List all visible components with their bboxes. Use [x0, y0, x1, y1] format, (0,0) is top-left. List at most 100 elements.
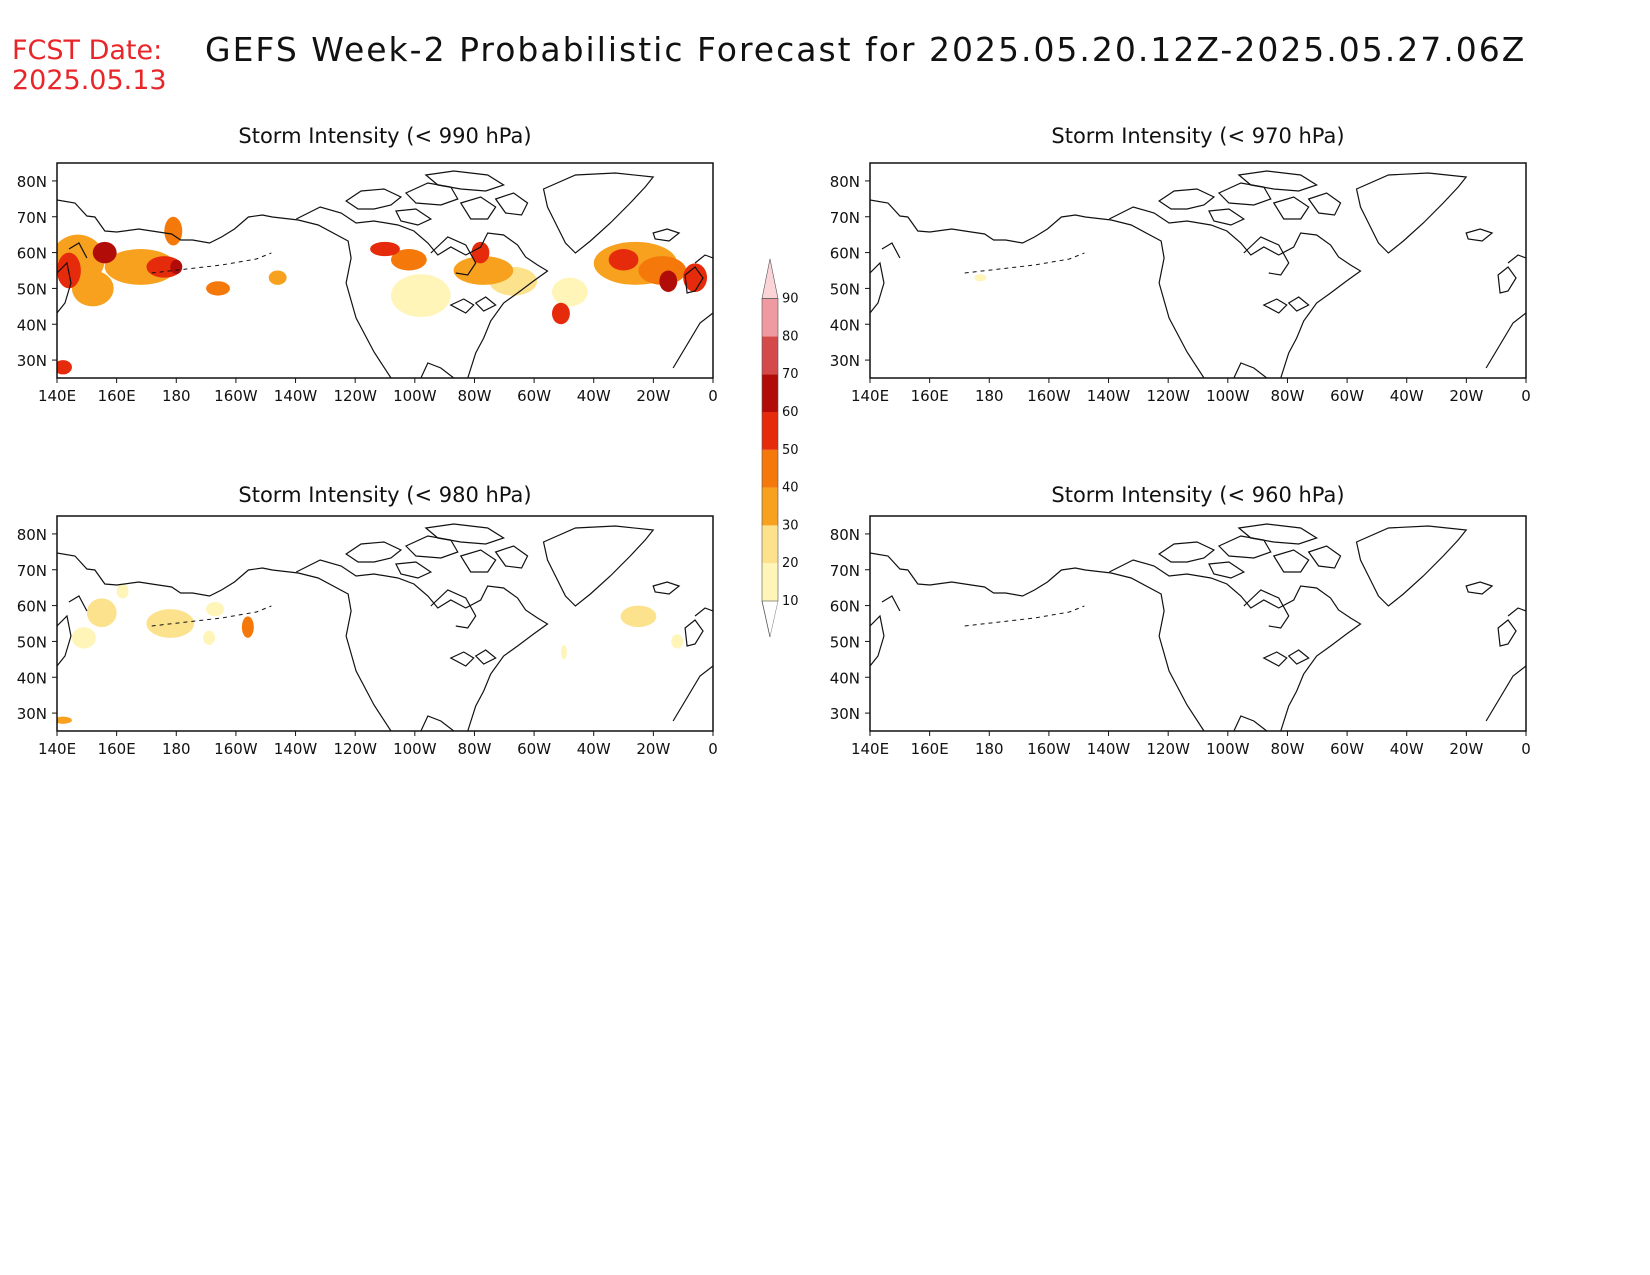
probability-area: [453, 256, 514, 285]
probability-area: [116, 584, 129, 599]
lat-tick-label: 80N: [830, 526, 860, 544]
lon-tick-label: 160W: [214, 740, 258, 758]
probability-area: [390, 249, 427, 271]
lon-tick-label: 180: [162, 740, 191, 758]
lat-tick-label: 70N: [830, 562, 860, 580]
probability-area: [390, 274, 451, 318]
lon-tick-label: 140W: [274, 740, 318, 758]
probability-area: [620, 605, 657, 628]
lon-tick-label: 160W: [1027, 387, 1071, 405]
colorbar-segment: [762, 449, 778, 488]
lon-tick-label: 60W: [1330, 387, 1364, 405]
map-frame: [869, 515, 1527, 732]
lon-tick-label: 100W: [1206, 740, 1250, 758]
colorbar-segment: [762, 412, 778, 450]
probability-area: [241, 616, 254, 638]
lat-tick-label: 70N: [17, 562, 47, 580]
lon-tick-label: 20W: [636, 387, 670, 405]
lon-tick-label: 180: [975, 740, 1004, 758]
coastline: [870, 523, 1526, 731]
lon-tick-label: 160E: [911, 740, 949, 758]
probability-area: [560, 645, 567, 660]
lon-tick-label: 100W: [393, 387, 437, 405]
panel-title: Storm Intensity (< 990 hPa): [238, 124, 531, 148]
panel-title: Storm Intensity (< 980 hPa): [238, 483, 531, 507]
lat-tick-label: 60N: [17, 598, 47, 616]
lat-tick-label: 50N: [830, 633, 860, 651]
probability-area: [164, 216, 183, 246]
coastline: [870, 170, 1526, 378]
lon-tick-label: 20W: [1449, 740, 1483, 758]
lon-tick-label: 20W: [1449, 387, 1483, 405]
lon-tick-label: 40W: [1390, 740, 1424, 758]
lon-tick-label: 0: [708, 387, 718, 405]
probability-area: [551, 302, 570, 325]
panel-title: Storm Intensity (< 960 hPa): [1051, 483, 1344, 507]
lat-tick-label: 60N: [830, 598, 860, 616]
lon-tick-label: 160W: [214, 387, 258, 405]
map-frame: [56, 515, 714, 732]
colorbar-segment: [762, 487, 778, 526]
probability-area: [57, 360, 72, 375]
lon-tick-label: 140E: [38, 387, 76, 405]
lat-tick-label: 50N: [17, 633, 47, 651]
panel-p960: Storm Intensity (< 960 hPa) 140E 160E 180 16…: [830, 483, 1531, 758]
lat-tick-label: 50N: [830, 280, 860, 298]
lon-tick-label: 60W: [517, 740, 551, 758]
probability-area: [206, 281, 230, 296]
lon-tick-label: 180: [975, 387, 1004, 405]
lon-tick-label: 140W: [1087, 387, 1131, 405]
lon-tick-label: 180: [162, 387, 191, 405]
forecast-date: FCST Date: 2025.05.13: [12, 36, 167, 96]
lat-tick-label: 40N: [17, 316, 47, 334]
lat-tick-label: 30N: [17, 352, 47, 370]
probability-area: [608, 249, 639, 271]
lon-tick-label: 60W: [517, 387, 551, 405]
lon-tick-label: 120W: [1146, 387, 1190, 405]
lon-tick-label: 160E: [98, 740, 136, 758]
colorbar-segment: [761, 258, 779, 299]
map-frame: [56, 162, 714, 379]
lat-tick-label: 30N: [830, 705, 860, 723]
lat-tick-label: 80N: [830, 173, 860, 191]
lon-tick-label: 140E: [38, 740, 76, 758]
lon-tick-label: 100W: [1206, 387, 1250, 405]
colorbar-label: 40: [782, 481, 799, 496]
lon-tick-label: 60W: [1330, 740, 1364, 758]
lon-tick-label: 80W: [457, 740, 491, 758]
map-frame: [869, 162, 1527, 379]
lon-tick-label: 20W: [636, 740, 670, 758]
lon-tick-label: 140E: [851, 740, 889, 758]
probability-area: [370, 241, 400, 257]
lat-tick-label: 70N: [17, 209, 47, 227]
probability-area: [71, 270, 114, 307]
lon-tick-label: 160E: [911, 387, 949, 405]
lat-tick-label: 30N: [17, 705, 47, 723]
lon-tick-label: 0: [1521, 387, 1531, 405]
lon-tick-label: 120W: [333, 387, 377, 405]
lon-tick-label: 80W: [1270, 387, 1304, 405]
probability-area: [471, 241, 490, 264]
page-title: GEFS Week-2 Probabilistic Forecast for 2…: [205, 30, 1527, 69]
colorbar-segment: [762, 298, 778, 337]
probability-area: [86, 598, 117, 628]
colorbar-label: 50: [782, 443, 799, 458]
lon-tick-label: 120W: [333, 740, 377, 758]
probability-area: [170, 259, 183, 275]
colorbar-segment: [762, 563, 778, 601]
probability-area: [683, 263, 708, 292]
probability-area: [671, 634, 684, 649]
lon-tick-label: 40W: [577, 387, 611, 405]
colorbar-label: 30: [782, 518, 799, 533]
lon-tick-label: 160W: [1027, 740, 1071, 758]
panel-title: Storm Intensity (< 970 hPa): [1051, 124, 1344, 148]
probability-area: [268, 270, 287, 285]
lat-tick-label: 40N: [830, 316, 860, 334]
colorbar-label: 80: [782, 329, 799, 344]
lon-tick-label: 140E: [851, 387, 889, 405]
forecast-date-label: FCST Date:: [12, 35, 163, 66]
panel-p990: Storm Intensity (< 990 hPa) 140E 160E 180 16…: [17, 124, 718, 405]
lon-tick-label: 40W: [577, 740, 611, 758]
lat-tick-label: 40N: [17, 669, 47, 687]
